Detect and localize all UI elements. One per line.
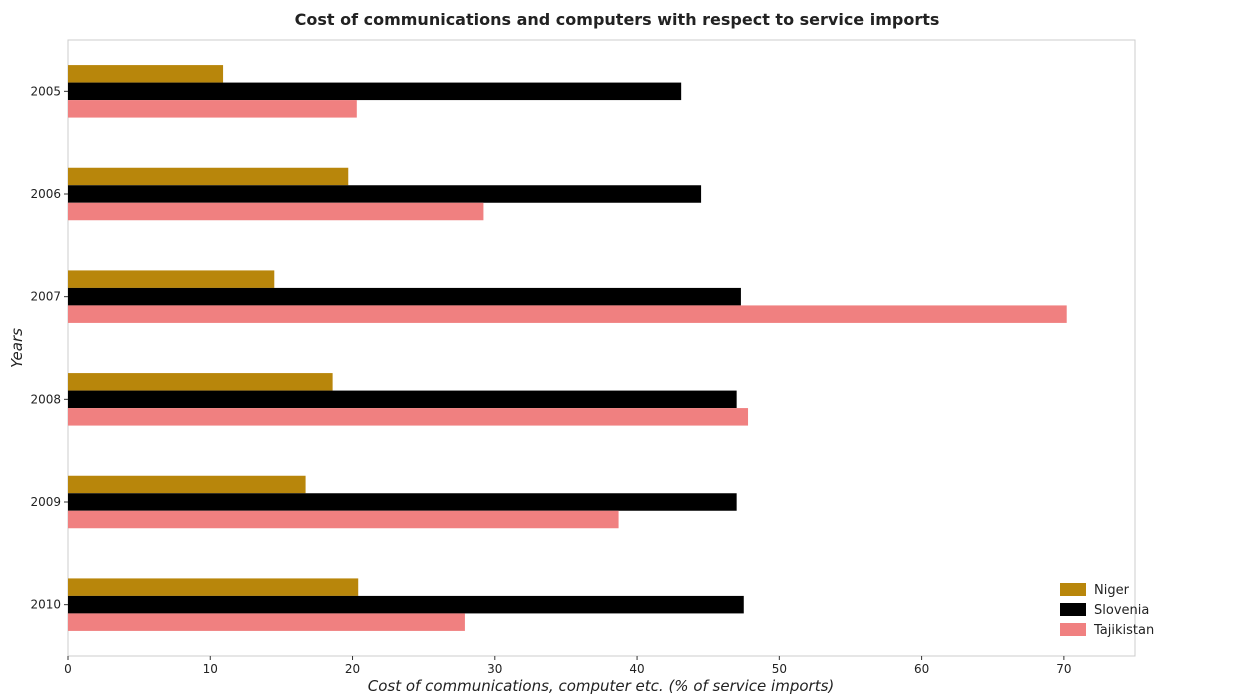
chart-title: Cost of communications and computers wit… — [295, 10, 940, 29]
bar-tajikistan-2008 — [68, 408, 749, 426]
legend-label-niger: Niger — [1094, 583, 1130, 598]
x-axis-title: Cost of communications, computer etc. (%… — [368, 677, 835, 695]
bar-slovenia-2009 — [68, 493, 737, 511]
y-tick-label-2006: 2006 — [30, 187, 61, 201]
bar-niger-2008 — [68, 373, 333, 391]
y-tick-label-2010: 2010 — [30, 598, 61, 612]
y-tick-label-2008: 2008 — [30, 392, 61, 406]
legend: Niger Slovenia Tajikistan — [1060, 583, 1154, 638]
bar-niger-2007 — [68, 270, 275, 288]
y-axis: 2005 2006 2007 2008 2009 2010 — [30, 84, 68, 612]
bar-slovenia-2005 — [68, 82, 682, 101]
bar-tajikistan-2009 — [68, 510, 619, 529]
x-tick-label-30: 30 — [487, 662, 502, 676]
y-axis-title: Years — [8, 328, 26, 368]
bar-tajikistan-2006 — [68, 202, 484, 221]
bar-niger-2010 — [68, 578, 359, 596]
legend-swatch-tajikistan — [1060, 623, 1086, 636]
legend-label-slovenia: Slovenia — [1094, 603, 1149, 618]
y-tick-label-2009: 2009 — [30, 495, 61, 509]
plot-area — [67, 39, 1136, 657]
bar-niger-2005 — [68, 65, 224, 83]
bar-slovenia-2010 — [68, 595, 744, 614]
bar-niger-2006 — [68, 167, 349, 186]
bar-tajikistan-2010 — [68, 613, 465, 631]
legend-swatch-slovenia — [1060, 603, 1086, 616]
x-tick-label-70: 70 — [1056, 662, 1071, 676]
legend-label-tajikistan: Tajikistan — [1093, 623, 1154, 638]
bar-slovenia-2008 — [68, 390, 737, 409]
bars-group — [68, 65, 1067, 631]
bar-tajikistan-2005 — [68, 100, 357, 118]
x-tick-label-40: 40 — [629, 662, 644, 676]
x-tick-label-20: 20 — [345, 662, 360, 676]
bar-tajikistan-2007 — [68, 305, 1067, 323]
x-tick-label-60: 60 — [914, 662, 929, 676]
bar-slovenia-2006 — [68, 185, 702, 203]
y-tick-label-2007: 2007 — [30, 290, 61, 304]
x-tick-label-10: 10 — [203, 662, 218, 676]
bar-niger-2009 — [68, 475, 306, 494]
x-axis: 0 10 20 30 40 50 60 70 — [64, 656, 1072, 676]
x-tick-label-0: 0 — [64, 662, 72, 676]
y-tick-label-2005: 2005 — [30, 84, 61, 98]
x-tick-label-50: 50 — [772, 662, 787, 676]
legend-swatch-niger — [1060, 583, 1086, 596]
bar-slovenia-2007 — [68, 287, 741, 306]
